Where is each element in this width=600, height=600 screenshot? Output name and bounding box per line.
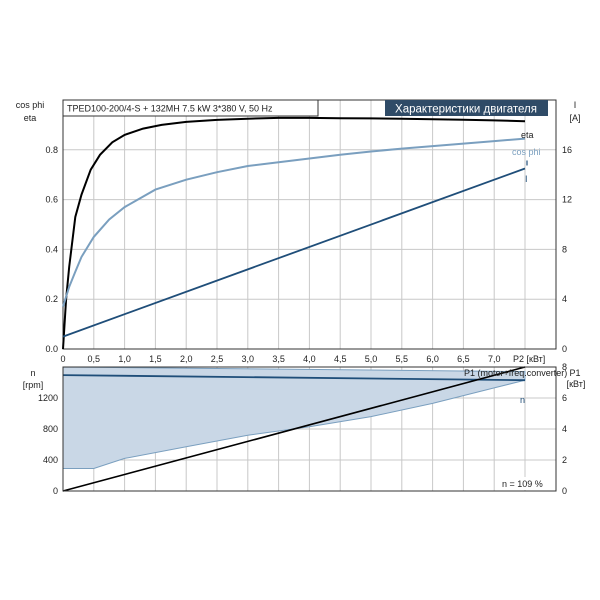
x-tick-label: 3,0: [242, 354, 255, 364]
right-tick-label: 8: [562, 244, 567, 254]
right-axis-label-2: [A]: [569, 113, 580, 123]
left-axis-label-2: eta: [24, 113, 37, 123]
left-tick-label: 0.6: [45, 195, 58, 205]
title-box: [385, 100, 548, 116]
eta-series-label: eta: [521, 130, 534, 140]
lower-frame: [62, 366, 557, 492]
upper-ticks: 0 0,5 1,0 1,5 2,0 2,5 3,0 3,5 4,0 4,5 5,0 5,5 6,0 6,5…: [45, 145, 572, 364]
series-line-n: [62, 374, 526, 382]
x-tick-label: 6,5: [457, 354, 470, 364]
header-label: TPED100-200/4-S + 132MH 7.5 kW 3*380 V, …: [67, 104, 273, 114]
right-tick-label: 16: [562, 145, 572, 155]
speed-percentage-note: n = 109 %: [502, 479, 543, 489]
x-axis-label: P2 [кВт]: [513, 354, 545, 364]
right-tick-label: 0: [562, 344, 567, 354]
x-tick-label: 0,5: [88, 354, 101, 364]
right-tick-label: 12: [562, 195, 572, 205]
left-axis-label-1: cos phi: [16, 100, 45, 110]
x-tick-label: 1,0: [118, 354, 131, 364]
left-tick-label: 0.0: [45, 344, 58, 354]
x-tick-label: 5,0: [365, 354, 378, 364]
lower-series: [62, 366, 526, 492]
lower-left-axis-label-1: n: [30, 368, 35, 378]
right-axis-label-1: I: [574, 100, 577, 110]
x-tick-label: 5,5: [396, 354, 409, 364]
x-tick-label: 0: [60, 354, 65, 364]
x-tick-label: 3,5: [272, 354, 285, 364]
header-box: [62, 99, 319, 117]
series-line-cos-phi: [62, 137, 526, 307]
lower-left-tick-label: 400: [43, 455, 58, 465]
left-tick-label: 0.8: [45, 145, 58, 155]
speed-note-box: [498, 477, 555, 490]
lower-left-tick-label: 1200: [38, 393, 58, 403]
upper-series: [62, 116, 528, 350]
lower-right-tick-label: 0: [562, 486, 567, 496]
lower-left-tick-label: 0: [53, 486, 58, 496]
p1-series-label: P1 (motor+freq.converter): [464, 368, 567, 378]
lower-right-axis-label-2: [кВт]: [567, 379, 586, 389]
lower-chart: n [rpm] P1 [кВт] 0 400 800 1200 0 2 4 6 8 P1 (mo…: [23, 362, 586, 496]
chart-title: Характеристики двигателя: [395, 104, 537, 116]
lower-right-tick-label: 8: [562, 362, 567, 372]
lower-right-tick-label: 6: [562, 393, 567, 403]
x-tick-label: 6,0: [426, 354, 439, 364]
lower-left-tick-label: 800: [43, 424, 58, 434]
left-tick-label: 0.4: [45, 244, 58, 254]
upper-grid: [62, 100, 556, 350]
series-line-eta: [62, 116, 526, 350]
series-line-p1: [62, 366, 526, 492]
n-series-label: n: [520, 395, 525, 405]
current-series-label: I: [525, 174, 528, 184]
lower-right-tick-label: 4: [562, 424, 567, 434]
lower-ticks: 0 400 800 1200 0 2 4 6 8: [38, 362, 567, 496]
x-tick-label: 7,0: [488, 354, 501, 364]
cos-phi-series-label: cos phi: [512, 147, 541, 157]
lower-right-tick-label: 2: [562, 455, 567, 465]
left-tick-label: 0.2: [45, 294, 58, 304]
upper-chart: TPED100-200/4-S + 132MH 7.5 kW 3*380 V, …: [16, 99, 581, 364]
speed-range-area: [62, 366, 526, 469]
lower-left-axis-label-2: [rpm]: [23, 380, 44, 390]
x-tick-label: 2,0: [180, 354, 193, 364]
x-tick-label: 2,5: [211, 354, 224, 364]
x-tick-label: 1,5: [149, 354, 162, 364]
x-tick-label: 4,0: [303, 354, 316, 364]
x-tick-label: 4,5: [334, 354, 347, 364]
series-line-i: [62, 167, 526, 338]
right-tick-label: 4: [562, 294, 567, 304]
lower-right-axis-label-1: P1: [569, 368, 580, 378]
